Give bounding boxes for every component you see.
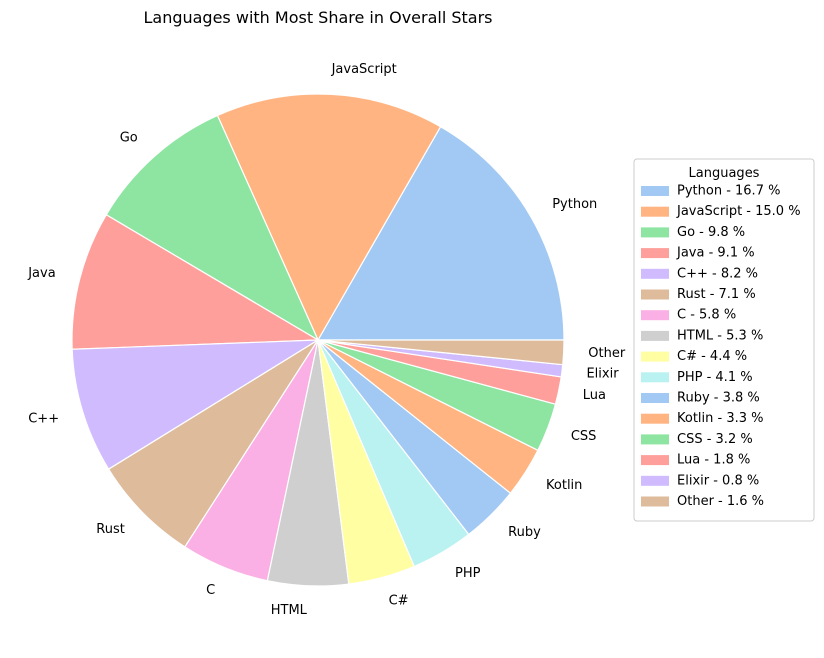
legend-entry-css: CSS - 3.2 % <box>677 432 753 447</box>
legend-swatch-go <box>641 227 669 238</box>
legend-swatch-javascript <box>641 206 669 217</box>
pie-slice-labels: Python JavaScript Go Java C++ Rust C HTML C# PHP R… <box>27 62 626 618</box>
legend-entry-c: C - 5.8 % <box>677 308 736 323</box>
legend-swatch-java <box>641 248 669 259</box>
legend-entry-cplusplus: C++ - 8.2 % <box>677 266 758 281</box>
legend-entry-kotlin: Kotlin - 3.3 % <box>677 411 764 426</box>
legend-title: Languages <box>689 166 760 181</box>
slice-label-css: CSS <box>571 429 597 444</box>
chart-title: Languages with Most Share in Overall Sta… <box>143 8 492 27</box>
pie-slice-other <box>317 339 565 366</box>
legend-entry-csharp: C# - 4.4 % <box>677 349 747 364</box>
slice-label-python: Python <box>552 197 597 212</box>
legend-swatch-rust <box>641 289 669 300</box>
slice-label-kotlin: Kotlin <box>546 478 582 493</box>
legend-swatch-kotlin <box>641 413 669 424</box>
legend-items: Python - 16.7 % JavaScript - 15.0 % Go - 9… <box>641 184 801 509</box>
legend-swatch-php <box>641 372 669 383</box>
slice-label-other: Other <box>588 346 626 361</box>
legend-entry-rust: Rust - 7.1 % <box>677 287 756 302</box>
slice-label-go: Go <box>120 131 138 146</box>
pie-slice-python <box>317 126 565 341</box>
slice-label-cplusplus: C++ <box>28 411 59 426</box>
slice-label-c: C <box>206 583 215 598</box>
legend-swatch-cplusplus <box>641 268 669 279</box>
legend-entry-elixir: Elixir - 0.8 % <box>677 473 759 488</box>
legend-swatch-python <box>641 186 669 196</box>
pie-slices <box>71 93 565 587</box>
slice-label-php: PHP <box>455 566 481 581</box>
legend-swatch-html <box>641 330 669 341</box>
legend-swatch-css <box>641 434 669 445</box>
legend: Languages Python - 16.7 % JavaScript - 15… <box>633 158 815 522</box>
legend-entry-html: HTML - 5.3 % <box>677 328 763 343</box>
pie-slice-go <box>105 114 319 341</box>
legend-swatch-c <box>641 310 669 321</box>
legend-entry-go: Go - 9.8 % <box>677 225 745 240</box>
slice-label-javascript: JavaScript <box>331 62 397 77</box>
legend-swatch-other <box>641 496 669 507</box>
slice-label-rust: Rust <box>96 522 125 537</box>
legend-swatch-lua <box>641 455 669 466</box>
legend-entry-python: Python - 16.7 % <box>677 184 780 199</box>
slice-label-html: HTML <box>271 603 308 618</box>
legend-swatch-ruby <box>641 393 669 403</box>
legend-swatch-elixir <box>641 475 669 486</box>
legend-entry-other: Other - 1.6 % <box>677 494 764 509</box>
pie-slice-javascript <box>216 93 442 341</box>
slice-label-ruby: Ruby <box>508 525 541 540</box>
legend-entry-ruby: Ruby - 3.8 % <box>677 391 760 406</box>
legend-entry-java: Java - 9.1 % <box>676 246 755 261</box>
legend-entry-lua: Lua - 1.8 % <box>677 453 750 468</box>
legend-entry-php: PHP - 4.1 % <box>677 370 753 385</box>
slice-label-java: Java <box>27 266 55 281</box>
legend-entry-javascript: JavaScript - 15.0 % <box>676 204 801 219</box>
legend-frame <box>633 158 815 522</box>
pie-slice-java <box>71 214 319 350</box>
slice-label-lua: Lua <box>583 388 606 403</box>
legend-swatch-csharp <box>641 351 669 362</box>
pie-slice-rust <box>108 339 319 548</box>
slice-label-csharp: C# <box>389 594 409 609</box>
slice-label-elixir: Elixir <box>586 366 619 381</box>
pie-slice-cplusplus <box>71 339 319 470</box>
